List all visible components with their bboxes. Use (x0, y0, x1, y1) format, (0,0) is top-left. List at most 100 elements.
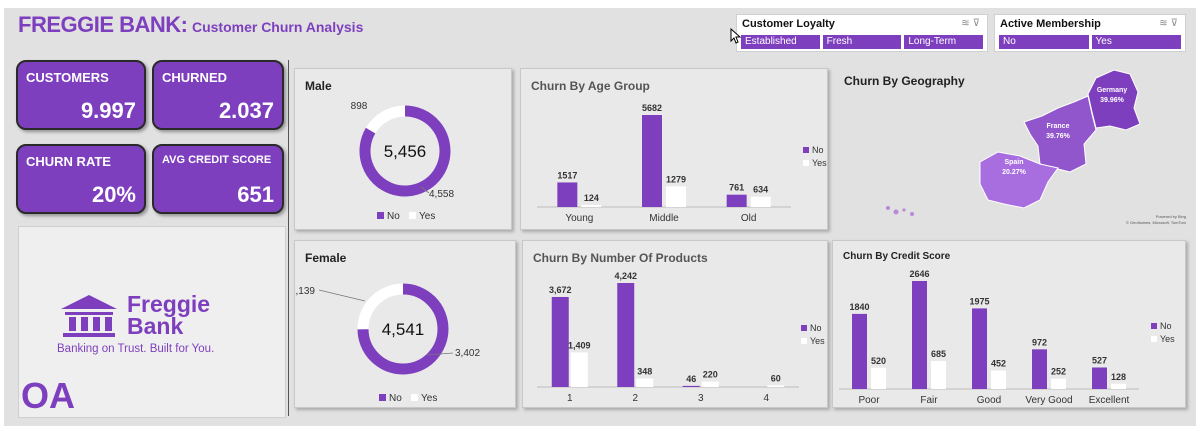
category-label: Very Good (1025, 395, 1072, 406)
category-label: Poor (858, 395, 880, 406)
bar-data-label: 527 (1092, 355, 1107, 365)
slicer-option-long-term[interactable]: Long-Term (904, 35, 984, 49)
geography-map: Germany 39.96% France 39.76% Spain 20.27… (886, 69, 1187, 225)
bar-no[interactable] (912, 281, 927, 389)
bar-data-label: 685 (931, 349, 946, 359)
bar-no[interactable] (617, 283, 635, 387)
category-label: 4 (763, 393, 769, 404)
bar-data-label: 1279 (666, 174, 686, 184)
slice-data-label: 898 (351, 101, 368, 112)
multi-select-icon[interactable]: ≋ (961, 18, 973, 29)
slicer-option-established[interactable]: Established (741, 35, 820, 49)
chart-title: Churn By Number Of Products (533, 251, 708, 265)
bar-yes[interactable] (701, 381, 719, 387)
bar-data-label: 634 (753, 185, 768, 195)
logo-tagline: Banking on Trust. Built for You. (57, 343, 215, 355)
legend-label: No (1160, 321, 1172, 331)
category-label: Excellent (1089, 395, 1130, 406)
legend-label: No (810, 323, 822, 333)
donut-slice-no[interactable] (359, 105, 451, 197)
multi-select-icon[interactable]: ≋ (1159, 18, 1171, 29)
legend-swatch (411, 394, 418, 401)
chart-title: Churn By Credit Score (843, 251, 951, 262)
bar-yes[interactable] (1111, 383, 1126, 389)
bar-yes[interactable] (991, 370, 1006, 389)
bar-no[interactable] (1092, 367, 1107, 389)
bar-data-label: 1517 (557, 170, 577, 180)
bar-data-label: 1,409 (568, 340, 591, 350)
bar-data-label: 761 (729, 183, 744, 193)
map-region-france[interactable] (1023, 95, 1097, 173)
bar-yes[interactable] (666, 186, 686, 207)
donut-slice-yes[interactable] (357, 283, 404, 330)
leader-line (318, 289, 366, 302)
bar-no[interactable] (726, 194, 747, 207)
kpi-label: CUSTOMERS (26, 70, 109, 85)
slicer-option-fresh[interactable]: Fresh (822, 35, 902, 49)
legend-label: Yes (810, 336, 825, 346)
page-title: FREGGIE BANK: Customer Churn Analysis (18, 12, 363, 38)
bar-data-label: 252 (1051, 367, 1066, 377)
active-membership-slicer: Active Membership ≋⊽ No Yes (994, 14, 1186, 52)
bar-no[interactable] (551, 296, 569, 387)
donut-slice-no[interactable] (357, 283, 449, 375)
category-label: Fair (920, 395, 938, 406)
bar-yes[interactable] (1051, 378, 1066, 389)
bar-data-label: 60 (771, 374, 781, 384)
leader-line (426, 352, 454, 356)
bar-yes[interactable] (931, 361, 946, 389)
map-label-value: 39.96% (1100, 97, 1125, 104)
category-label: Old (741, 213, 757, 224)
clear-filter-icon[interactable]: ⊽ (1170, 18, 1181, 29)
bar-yes[interactable] (750, 196, 771, 207)
bar-yes[interactable] (636, 378, 654, 387)
legend-label: Yes (1160, 334, 1175, 344)
legend-swatch (803, 147, 809, 153)
bar-yes[interactable] (871, 367, 886, 389)
kpi-value: 651 (237, 182, 274, 207)
bar-data-label: 972 (1032, 337, 1047, 347)
legend-label: No (387, 211, 400, 222)
bar-data-label: 4,242 (614, 271, 637, 281)
bar-yes[interactable] (570, 352, 588, 387)
slice-data-label: 1,139 (295, 286, 315, 297)
category-label: Young (565, 213, 593, 224)
clear-filter-icon[interactable]: ⊽ (972, 18, 983, 29)
legend-label: Yes (421, 393, 437, 404)
leader-line (420, 186, 430, 194)
page-subtitle: Customer Churn Analysis (191, 19, 364, 35)
legend-swatch (801, 338, 807, 344)
bar-no[interactable] (972, 308, 987, 389)
kpi-value: 2.037 (218, 98, 274, 123)
kpi-churned: CHURNED 2.037 (152, 60, 284, 130)
kpi-label: CHURN RATE (26, 154, 111, 169)
legend-swatch (1151, 323, 1157, 329)
bar-data-label: 1975 (969, 296, 989, 306)
slice-data-label: 3,402 (455, 348, 480, 359)
bar-no[interactable] (852, 313, 867, 389)
bar-no[interactable] (1032, 349, 1047, 389)
slicer-option-yes[interactable]: Yes (1091, 35, 1181, 49)
legend-swatch (1151, 336, 1157, 342)
donut-slice-yes[interactable] (365, 105, 406, 134)
bar-data-label: 3,672 (549, 285, 572, 295)
slicer-option-no[interactable]: No (999, 35, 1089, 49)
map-region-spain[interactable] (979, 151, 1059, 209)
bar-no[interactable] (682, 385, 700, 387)
bar-data-label: 348 (637, 366, 652, 376)
legend-swatch (377, 212, 384, 219)
bar-data-label: 128 (1111, 372, 1126, 382)
kpi-customers: CUSTOMERS 9.997 (16, 60, 146, 130)
category-label: Middle (649, 213, 679, 224)
bar-yes[interactable] (767, 385, 785, 387)
legend-label: Yes (812, 158, 827, 168)
legend-label: Yes (419, 211, 435, 222)
female-donut-chart: 4,541 3,402 1,139 No Yes (295, 283, 480, 404)
chart-title: Churn By Geography (844, 74, 965, 88)
bar-yes[interactable] (581, 204, 602, 207)
bar-no[interactable] (642, 115, 662, 207)
bar-no[interactable] (557, 182, 578, 207)
category-label: 3 (698, 393, 704, 404)
section-divider (288, 60, 289, 416)
map-label-name: France (1047, 123, 1070, 130)
